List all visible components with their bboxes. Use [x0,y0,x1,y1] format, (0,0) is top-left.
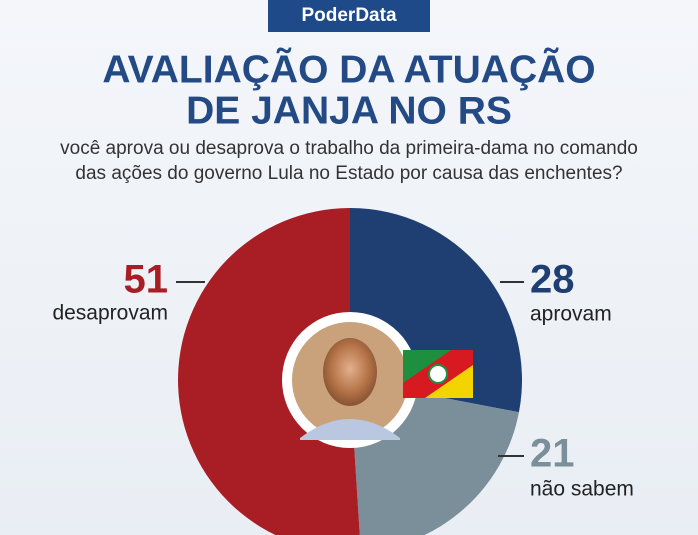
center-photo [282,312,418,448]
category-label: não sabem [530,478,634,501]
category-label: desaprovam [52,302,168,325]
category-label: aprovam [530,303,612,326]
flag [403,350,473,398]
value-label: 28 [530,258,575,302]
chart-title: DE JANJA NO RS [186,89,512,132]
badge-box [268,0,430,32]
value-label: 51 [124,258,169,302]
chart-subtitle: você aprova ou desaprova o trabalho da p… [60,138,638,159]
pie-slice [178,208,360,535]
pie [178,208,522,535]
chart-subtitle: das ações do governo Lula no Estado por … [75,163,622,184]
value-label: 21 [530,432,575,476]
chart-title: AVALIAÇÃO DA ATUAÇÃO [102,47,595,91]
badge: PoderData [301,5,396,26]
